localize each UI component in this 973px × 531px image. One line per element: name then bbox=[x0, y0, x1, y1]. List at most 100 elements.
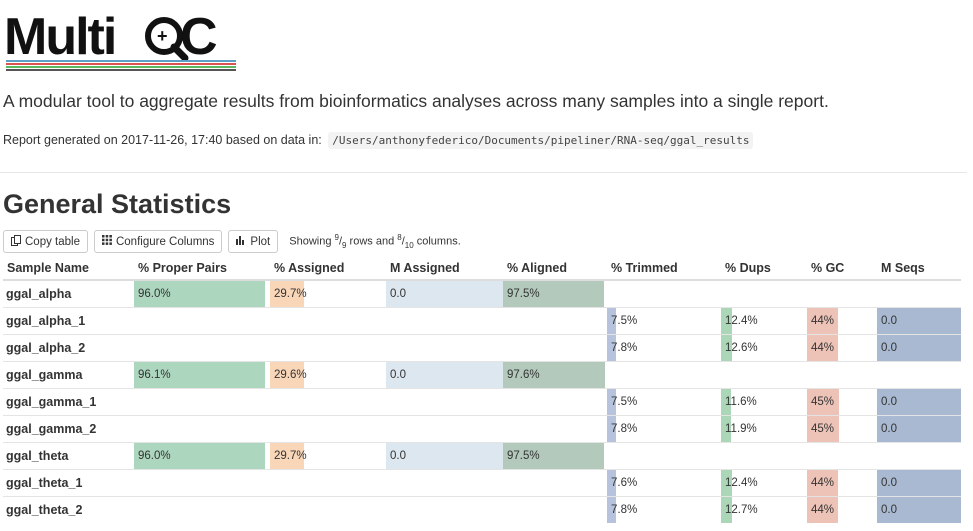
value-bar bbox=[721, 497, 732, 523]
cell-trimmed bbox=[607, 361, 721, 389]
table-row: ggal_gamma 96.1% 29.6% 0.0 97.6% bbox=[3, 361, 961, 389]
value-bar bbox=[607, 416, 616, 442]
cell-trimmed: 7.5% bbox=[607, 307, 721, 335]
svg-text:C: C bbox=[180, 8, 218, 66]
table-row: ggal_alpha 96.0% 29.7% 0.0 97.5% bbox=[3, 279, 961, 308]
cell-value: 29.7% bbox=[274, 450, 307, 462]
value-bar bbox=[807, 497, 838, 523]
grid-icon bbox=[101, 235, 112, 248]
cell-assigned bbox=[270, 469, 386, 497]
cell-m-seqs bbox=[877, 361, 961, 389]
table-row: ggal_theta_1 7.6% 12.4% 44% 0.0 bbox=[3, 469, 961, 497]
section-title: General Statistics bbox=[3, 189, 232, 219]
cell-aligned bbox=[503, 388, 607, 416]
cell-value: 11.6% bbox=[725, 396, 757, 408]
value-bar bbox=[270, 281, 305, 307]
showing-count: Showing 9/9 rows and 8/10 columns. bbox=[289, 233, 461, 250]
value-bar bbox=[134, 443, 265, 469]
cell-dups bbox=[721, 442, 807, 470]
table-row: ggal_gamma_1 7.5% 11.6% 45% 0.0 bbox=[3, 388, 961, 416]
cell-value: 0.0 bbox=[881, 396, 897, 408]
cell-trimmed: 7.6% bbox=[607, 469, 721, 497]
cell-dups bbox=[721, 361, 807, 389]
value-bar bbox=[877, 308, 961, 334]
cell-m-assigned: 0.0 bbox=[386, 279, 503, 308]
column-header-m-assigned[interactable]: M Assigned bbox=[386, 257, 503, 281]
cell-trimmed bbox=[607, 442, 721, 470]
cell-m-assigned bbox=[386, 469, 503, 497]
cell-value: 0.0 bbox=[881, 477, 897, 489]
svg-text:Multi: Multi bbox=[4, 8, 115, 66]
cell-gc: 45% bbox=[807, 415, 877, 443]
value-bar bbox=[721, 416, 732, 442]
value-bar bbox=[607, 308, 616, 334]
table-toolbar: Copy table Configure Columns Plot Showin… bbox=[3, 229, 461, 254]
cell-trimmed: 7.5% bbox=[607, 388, 721, 416]
cell-value: 7.5% bbox=[611, 396, 638, 408]
divider bbox=[0, 172, 967, 173]
plot-button[interactable]: Plot bbox=[228, 230, 279, 253]
cell-trimmed: 7.8% bbox=[607, 415, 721, 443]
value-bar bbox=[386, 443, 503, 469]
cell-proper-pairs: 96.1% bbox=[134, 361, 270, 389]
cell-assigned: 29.7% bbox=[270, 442, 386, 470]
value-bar bbox=[270, 362, 305, 388]
value-bar bbox=[503, 443, 605, 469]
cell-m-assigned: 0.0 bbox=[386, 442, 503, 470]
column-header-m-seqs[interactable]: M Seqs bbox=[877, 257, 961, 281]
cell-gc bbox=[807, 361, 877, 389]
value-bar bbox=[721, 389, 731, 415]
cell-m-assigned bbox=[386, 415, 503, 443]
bar-chart-icon bbox=[236, 235, 246, 248]
cell-proper-pairs bbox=[134, 388, 270, 416]
cell-m-seqs: 0.0 bbox=[877, 469, 961, 497]
cell-gc: 45% bbox=[807, 388, 877, 416]
value-bar bbox=[807, 470, 838, 496]
cell-value: 12.4% bbox=[725, 477, 758, 489]
cell-assigned bbox=[270, 307, 386, 335]
column-header-gc[interactable]: % GC bbox=[807, 257, 877, 281]
sample-name-cell: ggal_alpha bbox=[3, 279, 134, 308]
cell-aligned bbox=[503, 307, 607, 335]
cell-value: 44% bbox=[811, 342, 835, 354]
cell-aligned bbox=[503, 415, 607, 443]
column-header-assigned[interactable]: % Assigned bbox=[270, 257, 386, 281]
cell-proper-pairs: 96.0% bbox=[134, 442, 270, 470]
table-row: ggal_gamma_2 7.8% 11.9% 45% 0.0 bbox=[3, 415, 961, 443]
cell-value: 96.0% bbox=[138, 450, 171, 462]
value-bar bbox=[134, 281, 265, 307]
copy-icon bbox=[11, 234, 21, 249]
column-header-dups[interactable]: % Dups bbox=[721, 257, 807, 281]
table-row: ggal_alpha_2 7.8% 12.6% 44% 0.0 bbox=[3, 334, 961, 362]
cell-gc: 44% bbox=[807, 469, 877, 497]
column-header-sample[interactable]: Sample Name bbox=[3, 257, 134, 281]
table-row: ggal_theta_2 7.8% 12.7% 44% 0.0 bbox=[3, 496, 961, 523]
copy-table-button[interactable]: Copy table bbox=[3, 230, 88, 253]
cell-m-assigned bbox=[386, 307, 503, 335]
column-header-trimmed[interactable]: % Trimmed bbox=[607, 257, 721, 281]
cell-proper-pairs: 96.0% bbox=[134, 279, 270, 308]
sample-name-cell: ggal_gamma bbox=[3, 361, 134, 389]
cell-value: 0.0 bbox=[390, 450, 406, 462]
cell-assigned bbox=[270, 388, 386, 416]
column-header-proper-pairs[interactable]: % Proper Pairs bbox=[134, 257, 270, 281]
cell-value: 96.1% bbox=[138, 369, 171, 381]
cell-value: 7.8% bbox=[611, 342, 638, 354]
cell-proper-pairs bbox=[134, 496, 270, 523]
cell-value: 96.0% bbox=[138, 288, 171, 300]
cell-value: 44% bbox=[811, 504, 835, 516]
cell-m-seqs: 0.0 bbox=[877, 388, 961, 416]
cell-dups: 12.4% bbox=[721, 469, 807, 497]
value-bar bbox=[877, 416, 961, 442]
data-path: /Users/anthonyfederico/Documents/pipelin… bbox=[328, 132, 754, 149]
value-bar bbox=[877, 497, 961, 523]
cell-dups: 11.9% bbox=[721, 415, 807, 443]
cell-m-seqs bbox=[877, 279, 961, 308]
cell-gc: 44% bbox=[807, 496, 877, 523]
value-bar bbox=[386, 362, 503, 388]
cell-value: 12.6% bbox=[725, 342, 758, 354]
configure-columns-button[interactable]: Configure Columns bbox=[93, 230, 223, 253]
cell-dups: 12.6% bbox=[721, 334, 807, 362]
column-header-aligned[interactable]: % Aligned bbox=[503, 257, 607, 281]
sample-name-cell: ggal_alpha_2 bbox=[3, 334, 134, 362]
